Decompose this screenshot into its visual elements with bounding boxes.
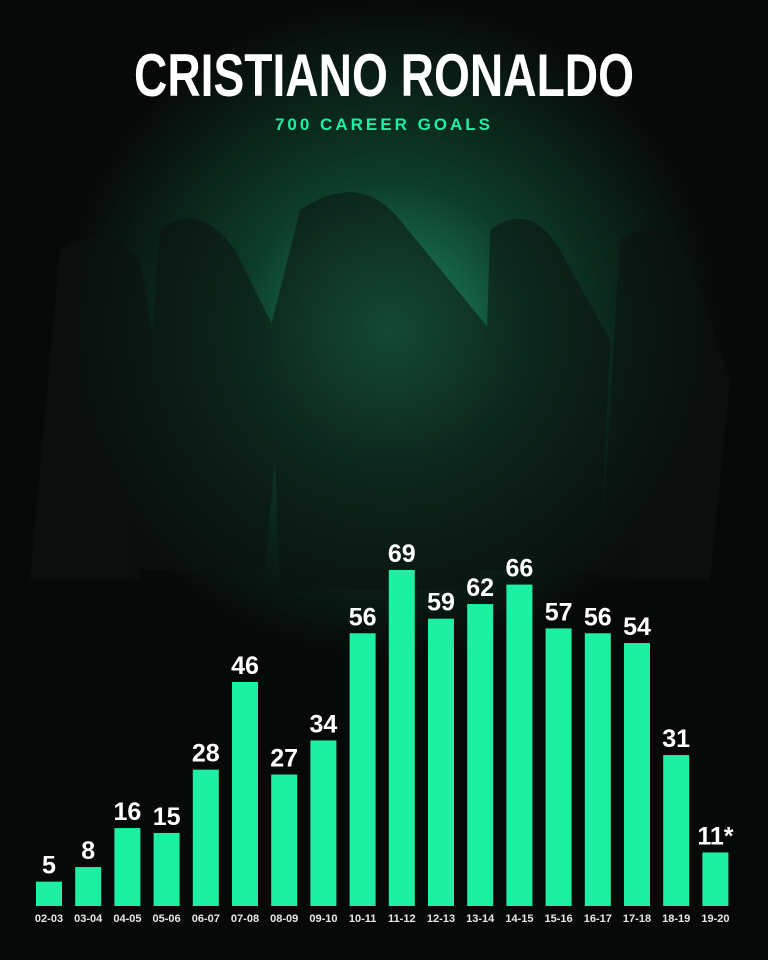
x-tick-label: 17-18 bbox=[623, 913, 651, 925]
bar bbox=[624, 643, 650, 906]
value-label: 57 bbox=[545, 598, 573, 626]
bar bbox=[232, 681, 258, 906]
x-tick-label: 07-08 bbox=[231, 913, 259, 925]
x-tick-label: 09-10 bbox=[309, 913, 337, 925]
value-label: 34 bbox=[309, 710, 337, 738]
value-label: 8 bbox=[81, 837, 95, 865]
value-label: 56 bbox=[349, 603, 377, 631]
x-tick-label: 16-17 bbox=[584, 913, 612, 925]
bar bbox=[153, 832, 180, 906]
x-tick-label: 06-07 bbox=[192, 913, 220, 925]
bar bbox=[75, 867, 102, 906]
value-label: 62 bbox=[466, 574, 494, 602]
value-label: 27 bbox=[270, 745, 298, 773]
x-tick-label: 14-15 bbox=[505, 913, 533, 925]
bar bbox=[310, 740, 337, 906]
value-label: 66 bbox=[505, 555, 533, 583]
x-tick-label: 13-14 bbox=[466, 913, 495, 925]
title: CRISTIANO RONALDO bbox=[134, 42, 634, 109]
x-tick-label: 05-06 bbox=[153, 913, 181, 925]
bar bbox=[388, 569, 415, 906]
x-tick-label: 04-05 bbox=[113, 913, 141, 925]
value-label: 69 bbox=[388, 540, 416, 568]
value-label: 54 bbox=[623, 613, 651, 641]
value-label: 31 bbox=[662, 725, 690, 753]
value-label: 15 bbox=[153, 803, 181, 831]
bar bbox=[584, 633, 611, 906]
bar bbox=[271, 774, 298, 906]
x-tick-label: 11-12 bbox=[388, 913, 416, 925]
x-tick-label: 12-13 bbox=[427, 913, 455, 925]
value-label: 59 bbox=[427, 589, 455, 617]
value-label: 16 bbox=[113, 798, 141, 826]
bar bbox=[114, 828, 141, 906]
bar bbox=[545, 628, 572, 906]
bar bbox=[36, 881, 62, 906]
subtitle: 700 CAREER GOALS bbox=[275, 115, 493, 134]
value-label: 28 bbox=[192, 740, 220, 768]
player-silhouettes bbox=[30, 192, 730, 590]
x-tick-label: 10-11 bbox=[349, 913, 377, 925]
bar bbox=[506, 584, 533, 906]
bar bbox=[702, 852, 729, 906]
value-label: 56 bbox=[584, 603, 612, 631]
bar bbox=[663, 755, 690, 906]
bar bbox=[192, 769, 219, 906]
x-tick-label: 02-03 bbox=[35, 913, 63, 925]
value-label: 5 bbox=[42, 852, 56, 880]
x-tick-label: 18-19 bbox=[662, 913, 690, 925]
x-tick-label: 03-04 bbox=[74, 913, 103, 925]
x-tick-label: 19-20 bbox=[701, 913, 729, 925]
x-tick-label: 15-16 bbox=[545, 913, 573, 925]
bar bbox=[428, 618, 454, 906]
bar bbox=[467, 604, 494, 906]
value-label: 11* bbox=[697, 822, 733, 850]
x-tick-label: 08-09 bbox=[270, 913, 298, 925]
value-label: 46 bbox=[231, 652, 259, 680]
bar bbox=[349, 633, 376, 906]
plot: 5 02-03 8 03-04 16 04-05 15 05-06 28 06-07 46 07-08… bbox=[35, 540, 734, 925]
